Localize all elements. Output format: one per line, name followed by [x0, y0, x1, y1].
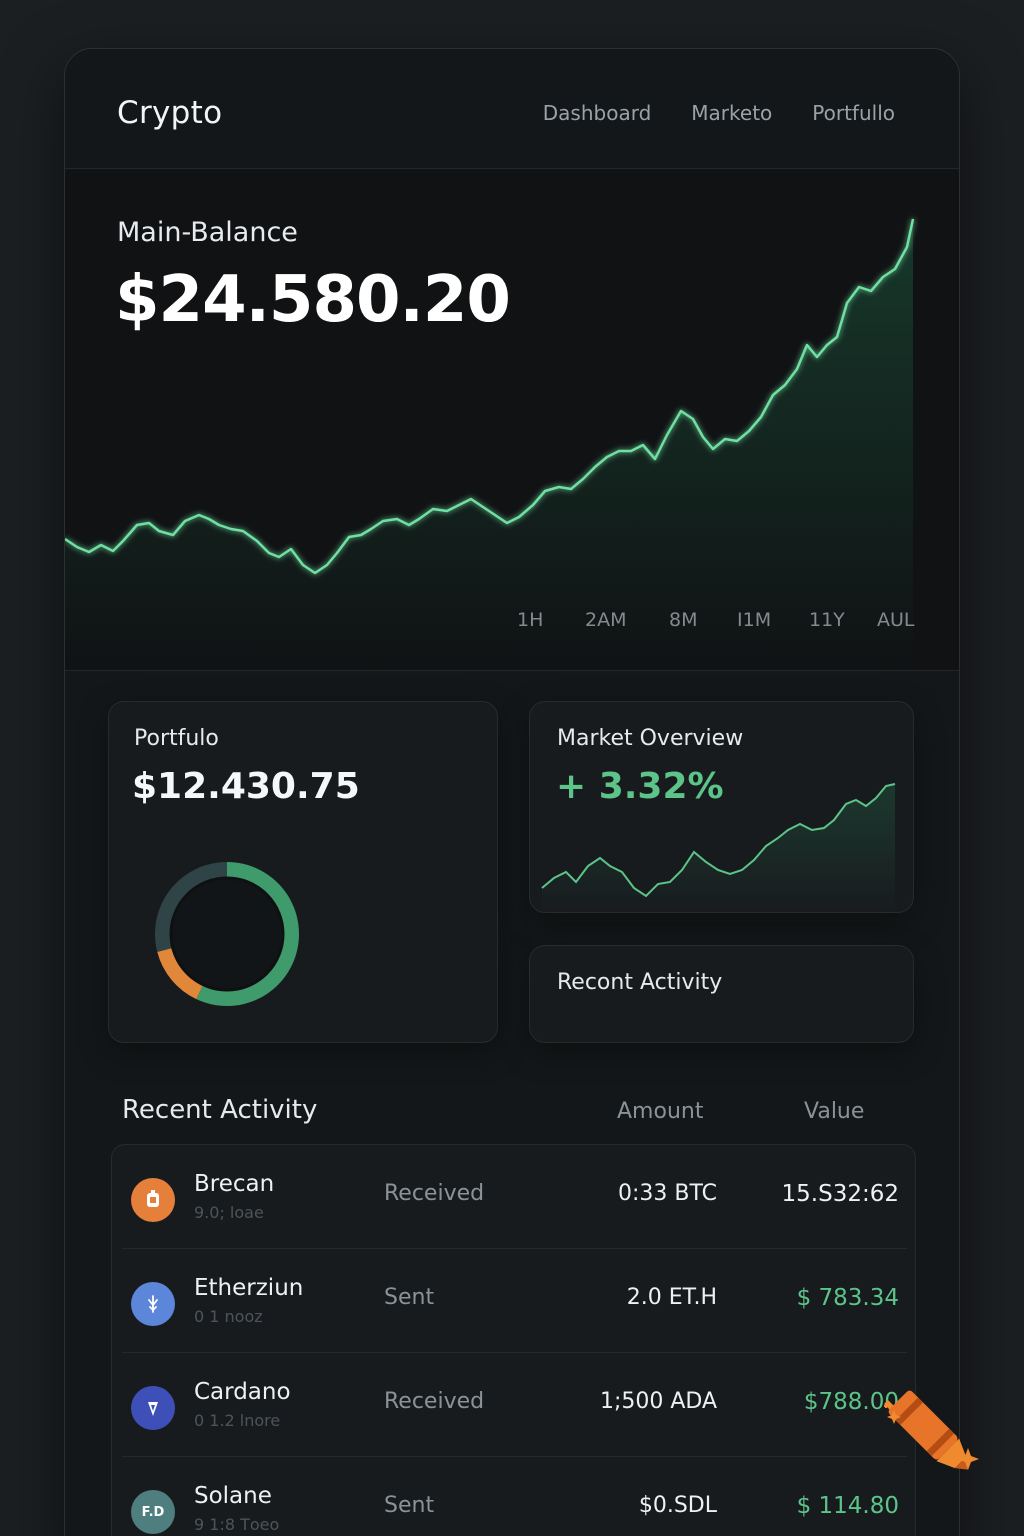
- transaction-amount: 2.0 ET.H: [626, 1285, 717, 1310]
- donut-segment-tertiary: [154, 862, 227, 952]
- range-all[interactable]: AUL: [877, 609, 915, 631]
- recent-activity-card-title: Recont Activity: [557, 970, 723, 995]
- range-8m[interactable]: 8M: [669, 609, 698, 631]
- table-row[interactable]: Etherziun 0 1 nooz Sent 2.0 ET.H $ 783.3…: [122, 1249, 907, 1353]
- main-nav: Dashboard Marketo Portfullo: [543, 101, 895, 125]
- nav-dashboard[interactable]: Dashboard: [542, 101, 652, 125]
- table-row[interactable]: Cardano 0 1.2 lnore Received 1;500 ADA $…: [122, 1353, 907, 1457]
- balance-chart-area: [65, 219, 913, 671]
- transaction-type: Received: [384, 1389, 485, 1414]
- coin-sub: 9 1:8 Tоeo: [194, 1515, 280, 1534]
- transaction-value: $ 783.34: [796, 1285, 899, 1311]
- market-sparkline: [541, 783, 896, 914]
- nav-markets[interactable]: Marketo: [691, 101, 773, 125]
- transaction-amount: $0.SDL: [638, 1493, 717, 1518]
- nav-portfolio[interactable]: Portfullo: [812, 101, 895, 125]
- market-change: + 3.32%: [556, 766, 724, 807]
- recent-activity-card[interactable]: Recont Activity: [529, 945, 914, 1043]
- range-1h[interactable]: 1H: [517, 609, 544, 631]
- ethereum-icon: [131, 1282, 175, 1326]
- transaction-type: Sent: [384, 1493, 435, 1518]
- range-1m[interactable]: I1M: [737, 609, 772, 631]
- coin-name: Cardano: [194, 1379, 291, 1405]
- top-header: Crypto Dashboard Marketo Portfullo: [65, 49, 959, 169]
- balance-label: Main-Balance: [117, 217, 298, 248]
- dashboard-card: Crypto Dashboard Marketo Portfullo Main-…: [64, 48, 960, 1536]
- transaction-value: $788.00: [803, 1389, 899, 1415]
- coin-sub: 0 1 nooz: [194, 1307, 263, 1326]
- balance-section: Main-Balance $24.580.20 1H 2AM 8M I1M 11…: [65, 169, 959, 671]
- brand-title: Crypto: [117, 95, 223, 131]
- transaction-amount: 1;500 ADA: [599, 1389, 717, 1414]
- column-value: Value: [804, 1099, 865, 1124]
- activity-table: Brecan 9.0; loae Received 0:33 BTC 15.S3…: [111, 1144, 916, 1536]
- portfolio-panel[interactable]: Portfulo $12.430.75: [108, 701, 498, 1043]
- time-range-selector: 1H 2AM 8M I1M 11Y AUL: [501, 609, 921, 639]
- coin-name: Solane: [194, 1483, 272, 1509]
- solana-icon: F.D: [131, 1490, 175, 1534]
- bitcoin-icon: [131, 1178, 175, 1222]
- market-sparkline-line: [541, 783, 896, 898]
- balance-chart-line: [65, 218, 915, 575]
- coin-sub: 0 1.2 lnore: [194, 1411, 281, 1430]
- balance-chart: [65, 218, 915, 671]
- coin-sub: 9.0; loae: [194, 1203, 264, 1222]
- portfolio-title: Portfulo: [134, 726, 219, 751]
- donut-segment-primary: [196, 862, 299, 1006]
- cardano-icon: [131, 1386, 175, 1430]
- range-1y[interactable]: 11Y: [809, 609, 845, 631]
- transaction-value: $ 114.80: [796, 1493, 899, 1519]
- market-overview-title: Market Overview: [557, 726, 744, 751]
- coin-name: Etherziun: [194, 1275, 304, 1301]
- transaction-amount: 0:33 BTC: [618, 1181, 717, 1206]
- range-2am[interactable]: 2AM: [585, 609, 627, 631]
- portfolio-donut-chart: [154, 862, 299, 1006]
- balance-value: $24.580.20: [115, 263, 511, 337]
- market-overview-panel[interactable]: Market Overview + 3.32%: [529, 701, 914, 914]
- donut-segment-secondary: [157, 947, 204, 1000]
- crayon-logo-icon: [884, 1390, 979, 1470]
- transaction-value: 15.S32:62: [781, 1181, 899, 1207]
- table-row[interactable]: Brecan 9.0; loae Received 0:33 BTC 15.S3…: [122, 1145, 907, 1249]
- market-sparkline-area: [542, 784, 895, 914]
- activity-header: Recent Activity Amount Value: [122, 1091, 912, 1131]
- donut-hole: [169, 876, 285, 992]
- transaction-type: Received: [384, 1181, 485, 1206]
- transaction-type: Sent: [384, 1285, 435, 1310]
- portfolio-value: $12.430.75: [132, 766, 360, 807]
- table-row[interactable]: F.D Solane 9 1:8 Tоeo Sent $0.SDL $ 114.…: [122, 1457, 907, 1536]
- column-amount: Amount: [617, 1099, 704, 1124]
- activity-title: Recent Activity: [122, 1095, 318, 1125]
- coin-name: Brecan: [194, 1171, 275, 1197]
